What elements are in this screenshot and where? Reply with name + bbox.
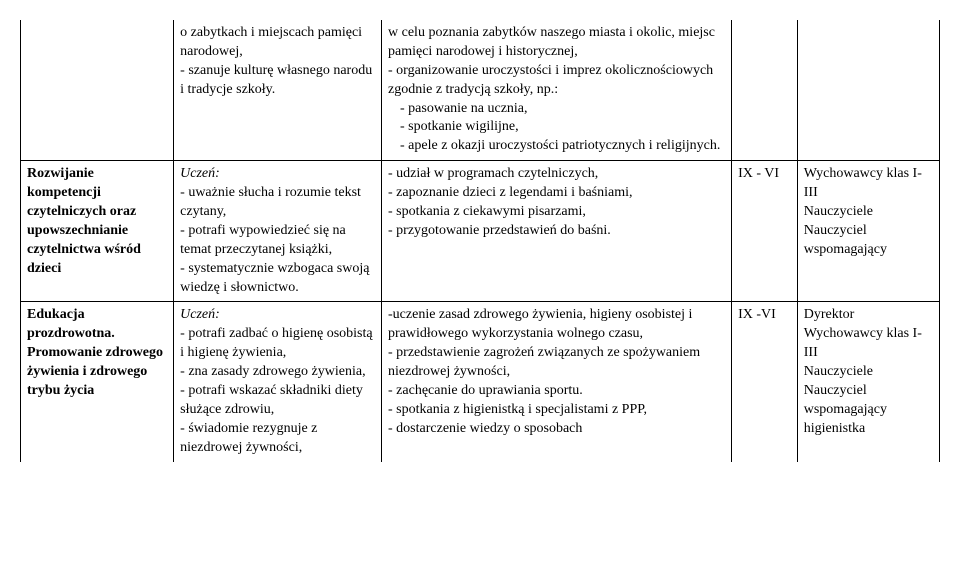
col-term: IX - VI [732,161,798,302]
table-row: Edukacja prozdrowotna.Promowanie zdroweg… [21,302,940,462]
col-activities: - udział w programach czytelniczych,- za… [382,161,732,302]
col-activities: -uczenie zasad zdrowego żywienia, higien… [382,302,732,462]
curriculum-table: o zabytkach i miejscach pamięci narodowe… [20,20,940,462]
col-topic: Edukacja prozdrowotna.Promowanie zdroweg… [21,302,174,462]
col-topic: Rozwijanie kompetencji czytelniczych ora… [21,161,174,302]
table-row: o zabytkach i miejscach pamięci narodowe… [21,20,940,161]
table-body: o zabytkach i miejscach pamięci narodowe… [21,20,940,462]
col-term [732,20,798,161]
col-student: Uczeń:- potrafi zadbać o higienę osobist… [174,302,382,462]
col-responsible [797,20,939,161]
col-student: o zabytkach i miejscach pamięci narodowe… [174,20,382,161]
col-term: IX -VI [732,302,798,462]
col-activities: w celu poznania zabytków naszego miasta … [382,20,732,161]
col-responsible: DyrektorWychowawcy klas I-IIINauczyciele… [797,302,939,462]
col-responsible: Wychowawcy klas I-IIINauczycieleNauczyci… [797,161,939,302]
table-row: Rozwijanie kompetencji czytelniczych ora… [21,161,940,302]
col-topic [21,20,174,161]
col-student: Uczeń:- uważnie słucha i rozumie tekst c… [174,161,382,302]
